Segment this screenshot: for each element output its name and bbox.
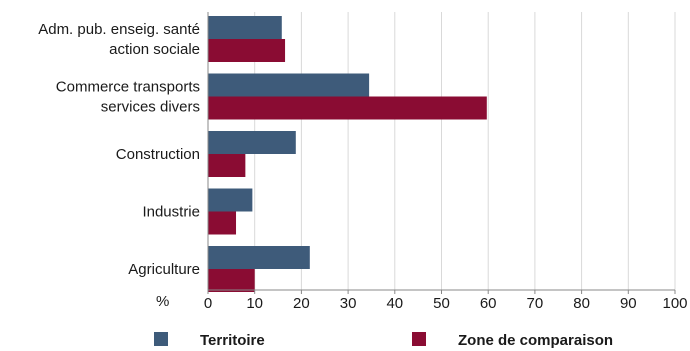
x-tick-labels: 0 10 20 30 40 50 60 70 80 90 100: [204, 295, 688, 312]
x-tick-label-20: 20: [293, 295, 310, 312]
legend-swatch-territoire: [154, 332, 168, 346]
bar-zone-de-comparaison-1: [208, 96, 487, 120]
category-label-3: Industrie: [142, 204, 200, 221]
bar-zone-de-comparaison-4: [208, 269, 255, 292]
x-tick-label-70: 70: [527, 295, 544, 312]
bar-zone-de-comparaison-2: [208, 154, 246, 177]
category-label-1: Commerce transports services divers: [56, 79, 200, 116]
legend-label-zone-de-comparaison: Zone de comparaison: [458, 332, 613, 349]
x-tick-label-10: 10: [246, 295, 263, 312]
legend-label-territoire: Territoire: [200, 332, 265, 349]
x-tick-label-60: 60: [480, 295, 497, 312]
category-label-0: Adm. pub. enseig. santé action sociale: [38, 21, 200, 58]
x-tick-label-50: 50: [433, 295, 450, 312]
axes: [207, 12, 676, 294]
x-tick-label-30: 30: [340, 295, 357, 312]
bar-territoire-2: [208, 131, 296, 154]
legend: Territoire Zone de comparaison: [154, 332, 613, 349]
x-tick-label-90: 90: [620, 295, 637, 312]
bar-territoire-4: [208, 246, 310, 269]
x-tick-label-100: 100: [662, 295, 687, 312]
category-labels: Adm. pub. enseig. santé action sociale Com…: [38, 21, 200, 278]
bar-territoire-1: [208, 73, 370, 97]
category-label-2: Construction: [116, 146, 200, 163]
category-label-4: Agriculture: [128, 261, 200, 278]
x-tick-label-0: 0: [204, 295, 212, 312]
unit-label: %: [156, 293, 169, 310]
bar-territoire-3: [208, 188, 253, 212]
x-tick-label-80: 80: [573, 295, 590, 312]
bar-territoire-0: [208, 16, 282, 39]
legend-swatch-zone-de-comparaison: [412, 332, 426, 346]
bar-zone-de-comparaison-0: [208, 39, 286, 62]
bars: [208, 16, 487, 292]
bar-zone-de-comparaison-3: [208, 211, 237, 235]
x-tick-label-40: 40: [386, 295, 403, 312]
